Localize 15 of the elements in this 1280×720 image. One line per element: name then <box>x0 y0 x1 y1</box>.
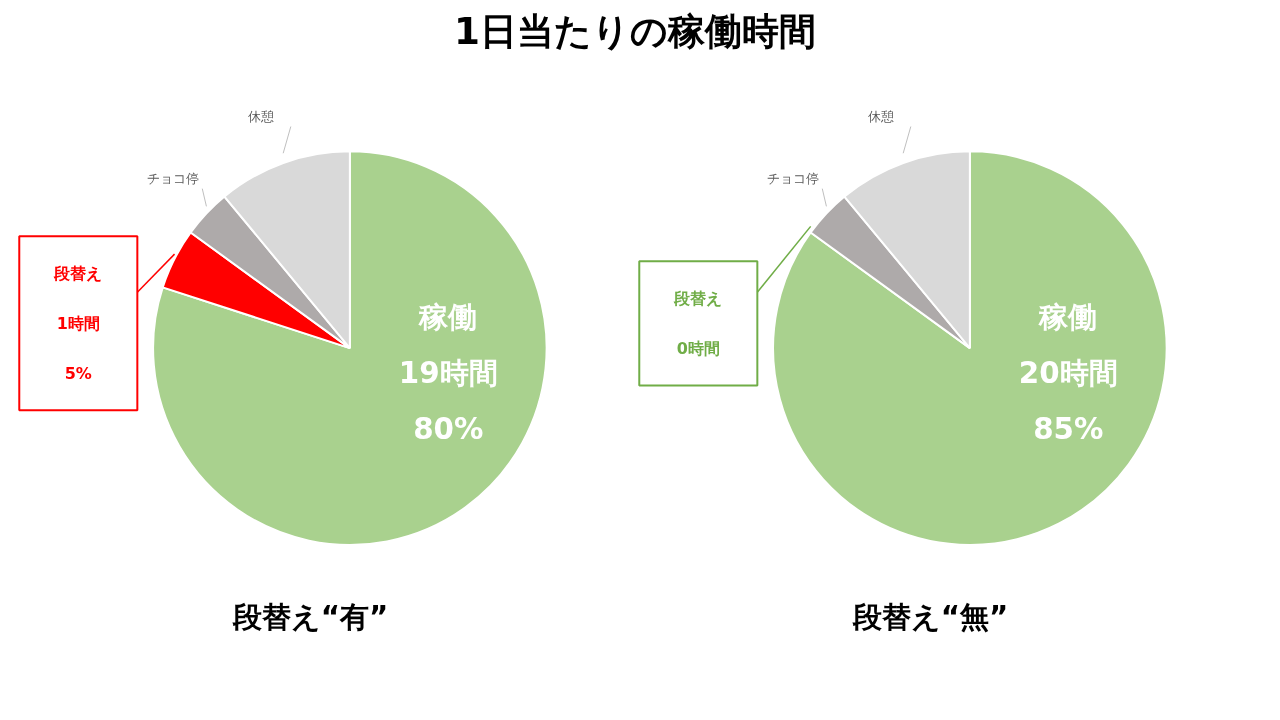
slice-label: 稼働 <box>1038 300 1098 335</box>
slice-label: 稼働 <box>418 300 478 335</box>
slice-label: 休憩 <box>248 108 275 124</box>
slice-label: 休憩 <box>868 108 895 124</box>
text: 0時間 <box>676 338 720 358</box>
data-label: 20時間 85% <box>1018 356 1118 447</box>
slice-label: チョコ停 <box>146 171 199 187</box>
text: 段替え“有” <box>231 600 389 635</box>
legend-label: 段替え <box>53 264 103 284</box>
data-label: 19時間 80% <box>398 356 498 447</box>
category-label: 段替え <box>674 289 723 309</box>
text: 1時間 5% <box>56 314 100 383</box>
text: 段替え“無” <box>851 600 1009 635</box>
text: 1日当たりの稼働時間 <box>454 8 816 55</box>
slice-label: チョコ停 <box>766 171 819 187</box>
